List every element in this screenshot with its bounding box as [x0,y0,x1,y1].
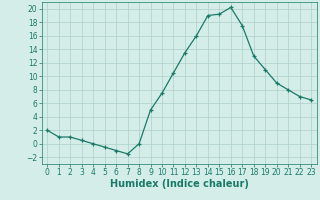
X-axis label: Humidex (Indice chaleur): Humidex (Indice chaleur) [110,179,249,189]
